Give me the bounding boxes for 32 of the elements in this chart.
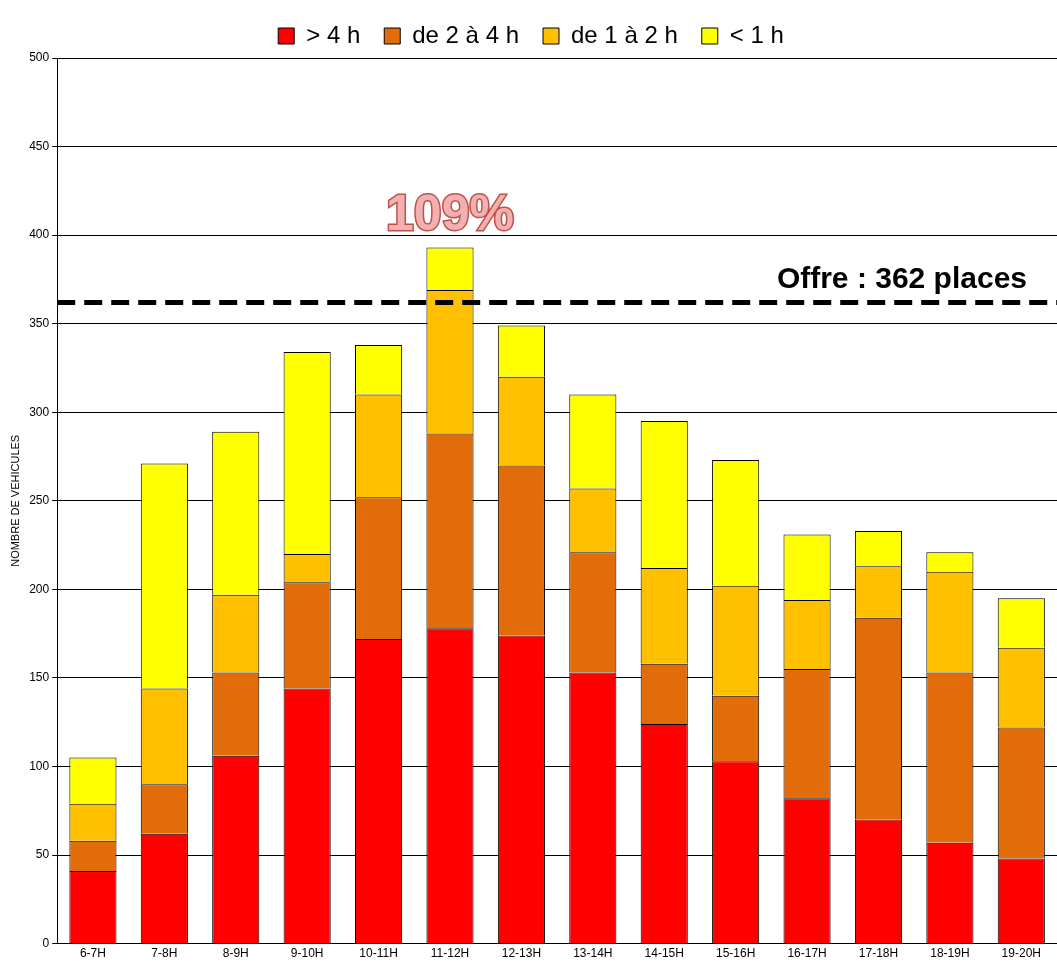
y-tick-label: 350 [29, 315, 50, 330]
y-tick-label: 200 [29, 581, 50, 596]
y-tick-label: 450 [29, 138, 50, 153]
y-tick-label: 400 [29, 227, 50, 242]
x-tick-label: 11-12H [430, 946, 470, 961]
y-tick-label: 100 [29, 758, 50, 773]
y-tick-label: 300 [29, 404, 50, 419]
x-tick-label: 6-7H [79, 946, 106, 961]
x-tick-label: 19-20H [1001, 946, 1041, 961]
y-axis-title: NOMBRE DE VEHICULES [8, 434, 21, 567]
y-tick-label: 50 [35, 847, 50, 862]
x-tick-label: 8-9H [222, 946, 249, 961]
x-tick-label: 7-8H [151, 946, 178, 961]
legend-label: > 4 h [306, 20, 361, 48]
y-tick-label: 500 [29, 50, 50, 65]
legend-label: de 2 à 4 h [412, 20, 520, 48]
legend-label: < 1 h [729, 20, 784, 48]
x-tick-label: 13-14H [573, 946, 613, 961]
x-tick-label: 16-17H [787, 946, 827, 961]
y-tick-label: 0 [42, 935, 50, 950]
x-tick-label: 14-15H [644, 946, 684, 961]
x-tick-label: 10-11H [359, 946, 398, 961]
legend-label: de 1 à 2 h [571, 20, 678, 48]
ref-line-label: Offre : 362 places [776, 260, 1027, 294]
annotation: 109% [386, 185, 514, 242]
x-tick-label: 15-16H [715, 946, 756, 961]
x-tick-label: 18-19H [930, 946, 970, 961]
x-tick-label: 17-18H [858, 946, 899, 961]
x-tick-label: 12-13H [501, 946, 542, 961]
y-tick-label: 150 [29, 670, 50, 685]
x-tick-label: 9-10H [290, 946, 324, 961]
y-tick-label: 250 [29, 493, 50, 508]
